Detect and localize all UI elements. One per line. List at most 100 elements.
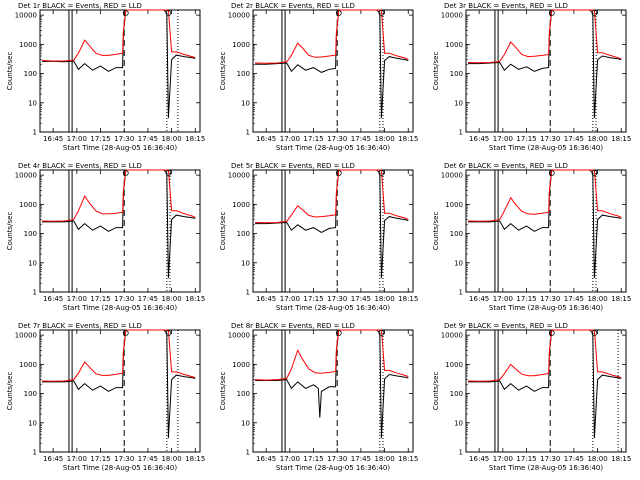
- plot-frame: [252, 9, 414, 133]
- y-tick-label: 1000: [19, 201, 37, 209]
- x-axis-label: Start Time (28-Aug-05 16:36:40): [489, 144, 603, 152]
- y-tick-label: 10000: [228, 172, 250, 180]
- y-tick-label: 10: [28, 259, 37, 267]
- attenuator-marker: [335, 330, 342, 336]
- x-tick-label: 16:45: [469, 295, 489, 303]
- attenuator-marker: [591, 10, 598, 16]
- lld-series-line: [255, 169, 409, 224]
- y-tick-label: 1: [33, 289, 37, 297]
- x-tick-label: 18:15: [398, 295, 418, 303]
- y-tick-label: 1: [459, 449, 463, 457]
- panel-det-9: Det 9r BLACK = Events, RED = LLD 1 10 100 10…: [432, 322, 631, 472]
- panel-det-8: Det 8r BLACK = Events, RED = LLD 1 10 100 10…: [219, 322, 418, 472]
- lld-series-line: [468, 169, 622, 222]
- x-tick-label: 18:00: [587, 295, 607, 303]
- y-axis-label: Counts/sec: [6, 372, 14, 411]
- x-tick-label: 17:15: [303, 295, 323, 303]
- x-tick-label: 18:15: [611, 295, 631, 303]
- x-tick-label: 17:15: [90, 295, 110, 303]
- y-tick-label: 10000: [15, 172, 37, 180]
- y-axis-label: Counts/sec: [219, 212, 227, 251]
- x-tick-label: 17:00: [280, 135, 300, 143]
- panel-title: Det 5r BLACK = Events, RED = LLD: [231, 162, 355, 170]
- attenuator-marker: [122, 10, 129, 16]
- y-axis-label: Counts/sec: [432, 212, 440, 251]
- y-tick-label: 100: [237, 390, 250, 398]
- y-axis-label: Counts/sec: [6, 52, 14, 91]
- x-tick-label: 17:30: [327, 455, 347, 463]
- x-tick-label: 18:00: [374, 455, 394, 463]
- events-series-line: [42, 329, 196, 439]
- attenuator-marker: [165, 10, 172, 16]
- y-axis-label: Counts/sec: [432, 52, 440, 91]
- x-tick-label: 16:45: [256, 135, 276, 143]
- x-tick-label: 18:15: [185, 295, 205, 303]
- y-tick-label: 10000: [441, 332, 463, 340]
- x-axis-label: Start Time (28-Aug-05 16:36:40): [63, 304, 177, 312]
- x-axis-label: Start Time (28-Aug-05 16:36:40): [63, 464, 177, 472]
- y-axis-label: Counts/sec: [432, 372, 440, 411]
- y-axis-label: Counts/sec: [219, 372, 227, 411]
- x-tick-label: 17:30: [114, 135, 134, 143]
- x-tick-label: 17:45: [138, 455, 158, 463]
- plot-frame: [252, 169, 414, 293]
- y-tick-label: 10: [28, 419, 37, 427]
- x-tick-label: 17:30: [327, 135, 347, 143]
- plot-frame: [252, 329, 414, 453]
- x-tick-label: 17:30: [327, 295, 347, 303]
- events-series-line: [468, 169, 622, 279]
- lld-series-line: [468, 9, 622, 64]
- y-tick-label: 10000: [228, 332, 250, 340]
- x-tick-label: 17:45: [351, 135, 371, 143]
- y-tick-label: 100: [450, 390, 463, 398]
- y-tick-label: 1: [33, 449, 37, 457]
- panel-det-2: Det 2r BLACK = Events, RED = LLD 1 10 100 10…: [219, 2, 418, 152]
- panel-det-7: Det 7r BLACK = Events, RED = LLD 1 10 100 10…: [6, 322, 205, 472]
- x-tick-label: 17:15: [90, 135, 110, 143]
- y-tick-label: 1000: [232, 201, 250, 209]
- y-tick-label: 1000: [232, 361, 250, 369]
- attenuator-marker: [548, 10, 555, 16]
- x-tick-label: 17:15: [516, 455, 536, 463]
- events-series-line: [42, 9, 196, 119]
- attenuator-marker: [122, 170, 129, 176]
- panel-det-1: Det 1r BLACK = Events, RED = LLD 1 10 100 10…: [6, 2, 205, 152]
- y-tick-label: 1000: [19, 361, 37, 369]
- x-tick-label: 17:45: [351, 455, 371, 463]
- attenuator-marker: [378, 10, 385, 16]
- y-tick-label: 10: [28, 99, 37, 107]
- x-tick-label: 17:00: [493, 295, 513, 303]
- x-tick-label: 17:00: [280, 295, 300, 303]
- x-tick-label: 18:15: [185, 135, 205, 143]
- y-tick-label: 1: [246, 129, 250, 137]
- attenuator-marker: [335, 10, 342, 16]
- panel-title: Det 9r BLACK = Events, RED = LLD: [444, 322, 568, 330]
- x-tick-label: 16:45: [43, 135, 63, 143]
- x-tick-label: 17:30: [540, 295, 560, 303]
- x-tick-label: 17:45: [351, 295, 371, 303]
- y-tick-label: 100: [450, 230, 463, 238]
- x-tick-label: 18:00: [161, 455, 181, 463]
- y-tick-label: 10000: [15, 332, 37, 340]
- events-series-line: [255, 9, 409, 119]
- x-tick-label: 18:00: [161, 295, 181, 303]
- y-axis-label: Counts/sec: [6, 212, 14, 251]
- plot-frame: [465, 169, 627, 293]
- attenuator-marker: [165, 330, 172, 336]
- lld-series-line: [42, 329, 196, 382]
- y-tick-label: 10: [454, 99, 463, 107]
- panel-det-5: Det 5r BLACK = Events, RED = LLD 1 10 100 10…: [219, 162, 418, 312]
- y-tick-label: 10: [454, 259, 463, 267]
- panel-det-3: Det 3r BLACK = Events, RED = LLD 1 10 100 10…: [432, 2, 631, 152]
- events-series-line: [468, 329, 622, 439]
- y-tick-label: 1000: [445, 41, 463, 49]
- panel-title: Det 6r BLACK = Events, RED = LLD: [444, 162, 568, 170]
- y-tick-label: 10: [454, 419, 463, 427]
- panel-title: Det 3r BLACK = Events, RED = LLD: [444, 2, 568, 10]
- x-tick-label: 17:30: [540, 455, 560, 463]
- x-axis-label: Start Time (28-Aug-05 16:36:40): [489, 464, 603, 472]
- panel-det-6: Det 6r BLACK = Events, RED = LLD 1 10 100 10…: [432, 162, 631, 312]
- y-tick-label: 100: [24, 70, 37, 78]
- x-tick-label: 16:45: [256, 295, 276, 303]
- x-tick-label: 17:00: [493, 135, 513, 143]
